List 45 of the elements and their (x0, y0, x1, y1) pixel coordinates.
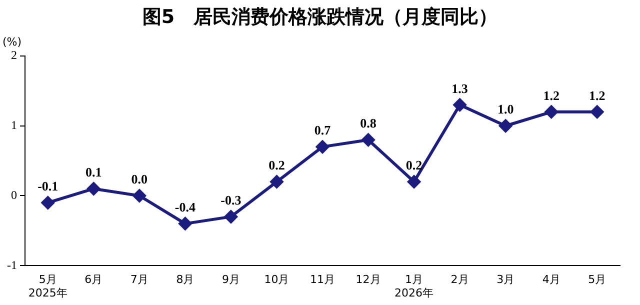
x-tick-label: 1月 2026年 (394, 273, 434, 300)
point (87, 182, 100, 196)
data-label: 0.2 (268, 158, 285, 173)
data-label: 1.0 (497, 102, 514, 117)
x-tick-label: 7月 (130, 273, 148, 286)
x-tick-label: 2月 (450, 273, 469, 286)
x-tick-label: 8月 (176, 273, 194, 286)
data-label: 0.7 (314, 122, 332, 138)
x-tick-label: 10月 (264, 273, 290, 286)
chart-title: 图5 居民消费价格涨跌情况（月度同比） (141, 5, 499, 30)
x-tick-label: 5月 2025年 (28, 273, 68, 300)
x-tick-label: 11月 (310, 273, 335, 286)
point (316, 140, 329, 154)
point (270, 175, 284, 188)
x-tick-label: 5月 (588, 273, 606, 286)
point (544, 105, 558, 118)
data-label: 1.2 (588, 88, 606, 103)
data-label: 0.8 (360, 116, 377, 131)
point (178, 217, 192, 230)
data-label: 1.2 (543, 88, 560, 103)
point (499, 119, 512, 132)
y-tick-label: -1 (6, 258, 17, 272)
x-tick-label: 3月 (496, 273, 515, 286)
data-label: -0.1 (38, 178, 58, 194)
point (132, 189, 146, 202)
point (590, 105, 604, 118)
point (408, 175, 421, 188)
point (41, 196, 54, 210)
y-axis-title: (%) (2, 35, 22, 48)
data-label: 1.3 (452, 80, 468, 96)
point (224, 210, 238, 224)
data-label: 0.1 (86, 164, 102, 180)
x-tick-label: 4月 (542, 273, 560, 286)
x-tick-label: 6月 (84, 273, 103, 286)
data-label: 0.2 (406, 158, 422, 173)
y-tick-label: 0 (10, 188, 17, 202)
data-label: -0.3 (220, 192, 242, 208)
data-label: 0.0 (131, 172, 148, 187)
x-tick-label: 9月 (222, 273, 240, 286)
data-label: -0.4 (174, 200, 196, 215)
point (362, 133, 375, 146)
x-tick-label: 12月 (356, 273, 381, 286)
point (453, 98, 466, 112)
y-tick-label: 1 (10, 118, 17, 132)
y-tick-label: 2 (10, 48, 17, 62)
